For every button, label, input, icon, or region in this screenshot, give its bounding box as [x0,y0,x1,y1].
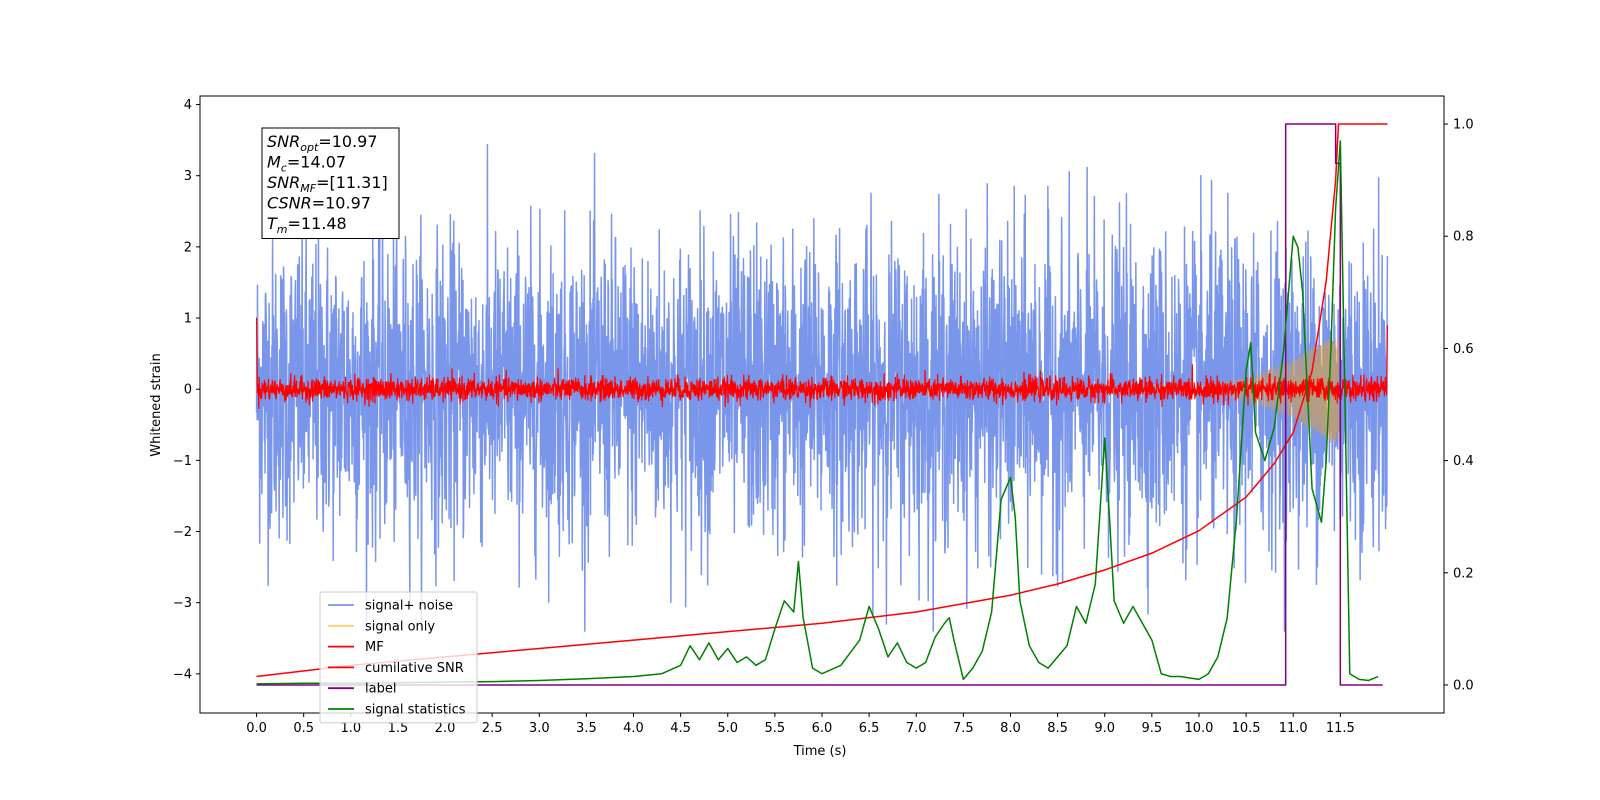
x-tick-label: 3.0 [529,721,550,736]
legend-frame [319,591,478,724]
x-tick-label: 2.5 [482,721,503,736]
y-right-tick-label: 0.6 [1453,342,1474,357]
y-axis-left: −4 −3 −2 −1 0 1 2 3 4 [173,98,200,682]
x-tick-label: 3.5 [576,721,597,736]
x-tick-label: 7.5 [953,721,974,736]
y-right-tick-label: 1.0 [1453,118,1474,133]
x-tick-label: 1.0 [340,721,361,736]
x-tick-label: 10.0 [1184,721,1213,736]
x-tick-label: 0.5 [293,721,314,736]
x-tick-label: 7.0 [906,721,927,736]
legend-label-signal-statistics: signal statistics [365,703,466,718]
y-tick-label: −1 [173,454,192,469]
legend-label-label: label [365,682,396,697]
y-axis-right: 0.0 0.2 0.4 0.6 0.8 1.0 [1444,118,1474,693]
series-line-mf [255,318,1389,410]
y-tick-label: −2 [173,525,192,540]
y-axis-title: Whitened strain [149,353,164,456]
y-tick-label: −3 [173,596,192,611]
y-tick-label: 4 [184,98,192,113]
legend-label-mf: MF [365,640,384,655]
y-tick-label: 0 [184,383,192,398]
x-tick-label: 6.5 [859,721,880,736]
x-tick-label: 8.0 [1000,721,1021,736]
legend: signal+ noise signal only MF cumilative SNR… [319,591,478,724]
legend-label-signal-only: signal only [365,619,435,634]
y-right-tick-label: 0.8 [1453,230,1474,245]
x-tick-label: 0.0 [246,721,267,736]
x-tick-label: 5.0 [717,721,738,736]
info-box-line: Tm=11.48 [267,214,347,236]
x-axis: 0.0 0.5 1.0 1.5 2.0 2.5 3.0 3.5 4.0 4.5 5.0 5.5 6.0 6… [246,713,1355,736]
x-axis-title: Time (s) [793,744,847,759]
x-tick-label: 11.5 [1326,721,1355,736]
x-tick-label: 8.5 [1047,721,1068,736]
info-box-line: CSNR=10.97 [267,194,371,213]
x-tick-label: 1.5 [388,721,409,736]
info-box-line: Mc=14.07 [267,153,346,175]
x-tick-label: 11.0 [1279,721,1308,736]
info-box-line: SNRopt=10.97 [267,132,378,154]
x-tick-label: 10.5 [1232,721,1261,736]
x-tick-label: 2.0 [435,721,456,736]
x-tick-label: 4.0 [623,721,644,736]
series-line-signal-statistics [256,140,1379,685]
series-line-label [256,123,1383,686]
legend-label-cumilative-snr: cumilative SNR [365,661,464,676]
y-right-tick-label: 0.0 [1453,678,1474,693]
series-line-cumilative-snr [256,123,1388,678]
y-tick-label: 3 [184,169,192,184]
y-tick-label: 1 [184,312,192,327]
x-tick-label: 6.0 [812,721,833,736]
series-line-signal-noise [255,143,1389,632]
info-box-line: SNRMF=[11.31] [267,173,388,195]
info-box: SNRopt=10.97Mc=14.07SNRMF=[11.31]CSNR=10… [261,127,400,239]
info-box-frame [261,127,400,239]
legend-label-signal-noise: signal+ noise [365,599,453,614]
x-tick-label: 9.0 [1094,721,1115,736]
x-tick-label: 5.5 [765,721,786,736]
y-right-tick-label: 0.2 [1453,566,1474,581]
x-tick-label: 9.5 [1142,721,1163,736]
y-tick-label: 2 [184,240,192,255]
y-tick-label: −4 [173,667,192,682]
y-right-tick-label: 0.4 [1453,454,1474,469]
x-tick-label: 4.5 [670,721,691,736]
series-layer [255,123,1389,686]
